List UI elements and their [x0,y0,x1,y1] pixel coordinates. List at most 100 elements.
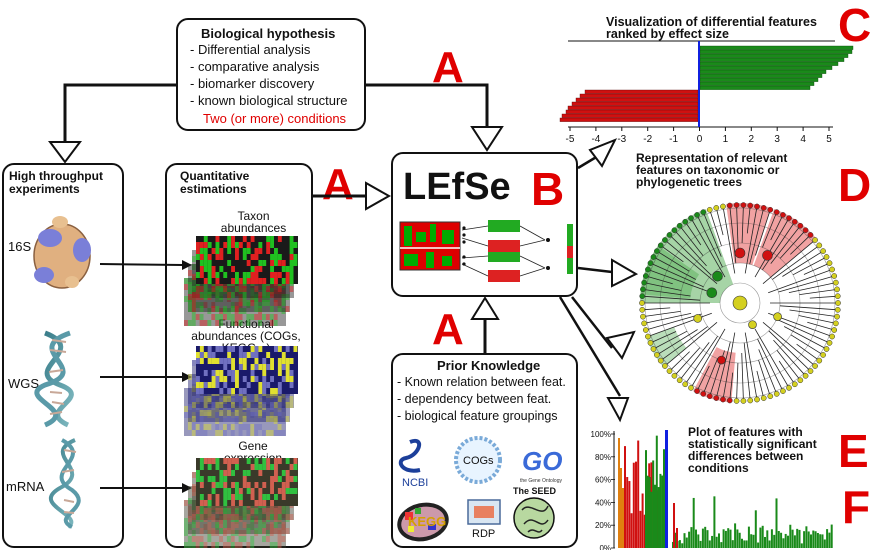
abundance-bar [773,534,776,548]
abundance-bar [657,487,660,548]
hypothesis-item: - comparative analysis [190,59,320,74]
abundance-bar [620,468,622,548]
leaf-node [639,293,646,300]
effect-size-chart: -5 -4 -3 -2 -1 0 1 2 3 4 5 [559,40,854,145]
effect-bar-positive [699,61,839,66]
leaf-node [682,381,689,388]
abundance-bar [722,529,725,548]
leaf-node [720,203,726,210]
leaf-node [666,232,673,238]
effect-bar-negative [567,105,699,110]
row-label-mrna: mRNA [6,479,45,494]
tick-label: 1 [723,134,729,145]
lefse-title: LEfSe [403,166,511,208]
abundance-bar [674,532,677,548]
inner-node [748,320,757,329]
tick-label: -4 [591,134,600,145]
leaf-node [671,372,678,379]
abundance-bar [791,529,794,548]
abundance-bar [793,535,796,548]
effect-bar-negative [561,113,699,118]
leaf-node [829,333,835,340]
leaf-node [726,397,733,404]
y-tick-label: 60% [595,476,611,485]
abundance-bar [810,534,812,548]
abundance-bar [768,540,771,548]
row-label-wgs: WGS [8,376,40,391]
leaf-node [831,327,838,333]
abundance-bar [731,540,734,548]
inner-node [762,250,773,261]
leaf-node [816,242,823,249]
leaf-node [671,227,678,234]
effect-bar-positive [699,73,823,78]
label-f: F [842,481,871,533]
abundance-bar [708,540,711,548]
leaf-node [807,368,814,374]
leaf-node [747,202,754,209]
leaf-node [700,391,707,397]
leaf-node [791,381,798,388]
leaf-node [666,368,673,374]
abundance-bar [692,497,695,548]
abundance-bar [814,531,817,548]
abundance-bar [663,449,665,548]
abundance-bar [727,528,730,548]
go-logo: GO the Gene Ontology [520,446,562,484]
rdp-logo: RDP [467,499,501,540]
leaf-node [662,237,668,243]
arrowhead-d2 [605,330,636,360]
connector-hypothesis-lefse [366,83,489,128]
tick-label: -5 [566,134,575,145]
label-a-bottom: A [432,305,464,354]
abundance-bar [648,477,651,548]
leaf-node [797,222,804,229]
abundance-bar [807,531,810,548]
hypothesis-item: - known biological structure [190,93,348,108]
quantitative-title: Quantitative estimations [180,169,250,196]
abundance-bar [819,534,822,548]
cogs-logo-text: COGs [463,455,494,467]
cogs-logo: COGs [454,436,502,484]
taxon-label: Taxon abundances [220,209,287,235]
abundance-bar [652,460,655,548]
effect-bar-positive [699,53,849,58]
leaf-node [640,313,646,320]
tick-label: 3 [774,134,780,145]
abundance-bar [685,537,688,548]
leaf-node [688,215,694,221]
abundance-bar [724,530,727,548]
label-a-left: A [322,160,354,209]
abundance-bar [676,528,678,548]
go-logo-subtitle: the Gene Ontology [520,478,562,484]
leaf-node [676,222,683,229]
abundance-bar [659,473,662,548]
leaf-node [647,260,654,266]
effect-bar-positive [699,69,827,74]
abundance-bar [745,540,748,548]
label-c: C [838,0,872,51]
ncbi-logo-text: NCBI [402,477,428,489]
cladogram [639,202,841,404]
abundance-bar [757,542,760,548]
abundance-bar [697,534,700,548]
rna-helix-icon [49,438,81,529]
inner-node [734,247,746,259]
abundance-bar [780,532,783,548]
abundance-bar [688,531,691,548]
abundance-bar [741,538,743,548]
leaf-node [826,340,833,346]
abundance-bar [639,510,642,548]
abundance-bar [754,510,757,548]
leaf-node [645,266,651,273]
heatmap-layer [184,500,286,548]
abundance-bar [823,539,826,548]
effect-bar-negative [584,89,699,94]
inner-node [732,295,748,311]
leaf-node [641,320,647,327]
abundance-bar [720,542,723,548]
prior-item: - biological feature groupings [397,409,558,423]
tick-label: 0 [697,134,703,145]
arrow-16s [99,263,184,266]
leaf-node [641,279,647,286]
